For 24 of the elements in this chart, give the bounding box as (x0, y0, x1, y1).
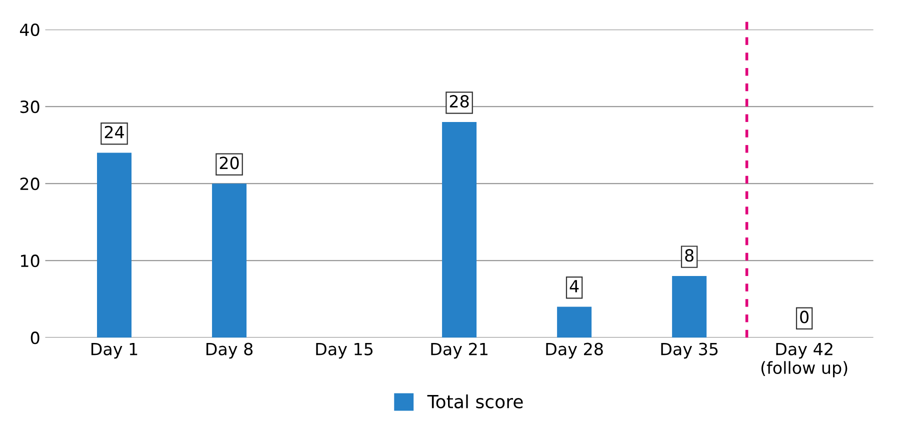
y-tick-label: 0 (30, 332, 40, 344)
data-label: 0 (800, 310, 809, 324)
bar (557, 306, 592, 338)
data-label: 24 (104, 126, 124, 138)
data-label: 4 (570, 280, 579, 292)
y-tick-label: 30 (20, 100, 40, 114)
x-tick-label: Day 8 (206, 342, 253, 359)
data-label: 28 (450, 95, 469, 108)
y-tick-label: 20 (20, 178, 40, 190)
y-tick-label: 10 (21, 254, 40, 268)
data-label: 8 (685, 249, 694, 262)
bar (97, 152, 132, 338)
x-tick-label: Day 42 (follow up) (761, 342, 848, 378)
bar (212, 184, 247, 338)
x-tick-label: Day 35 (661, 342, 718, 359)
bar (442, 122, 477, 338)
x-tick-label: Day 1 (91, 342, 138, 359)
bar (672, 276, 707, 338)
x-tick-label: Day 28 (546, 342, 603, 359)
x-tick-label: Day 21 (431, 342, 488, 359)
x-tick-label: Day 15 (316, 342, 373, 359)
y-tick-label: 40 (20, 24, 40, 36)
data-label: 20 (220, 156, 239, 170)
legend-label: Total score (427, 394, 523, 408)
